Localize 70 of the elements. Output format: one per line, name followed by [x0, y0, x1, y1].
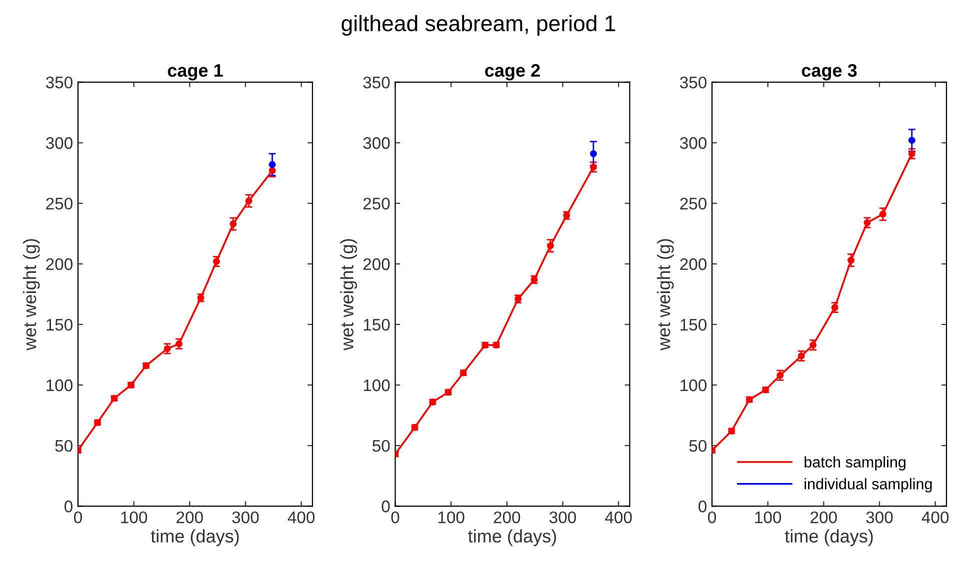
x-tick-label: 0 — [391, 511, 400, 524]
chart-title: cage 2 — [485, 64, 540, 80]
x-tick-label: 300 — [232, 511, 259, 524]
x-tick-label: 400 — [288, 511, 315, 524]
y-tick-label: 50 — [55, 440, 72, 452]
y-tick-label: 50 — [372, 440, 390, 452]
y-tick-label: 200 — [363, 258, 390, 270]
y-tick-label: 350 — [46, 76, 72, 88]
y-tick-label: 300 — [46, 137, 72, 149]
y-tick-label: 150 — [46, 318, 72, 331]
x-tick-label: 200 — [810, 511, 837, 524]
point — [908, 136, 916, 144]
y-tick-label: 300 — [363, 137, 390, 149]
y-tick-label: 50 — [689, 440, 706, 452]
x-tick-label: 300 — [549, 511, 576, 524]
x-axis-title: time (days) — [150, 529, 239, 546]
point — [268, 167, 276, 174]
point — [212, 258, 220, 265]
x-tick-label: 100 — [438, 511, 464, 524]
y-axis-title: wet weight (g) — [656, 239, 674, 350]
y-tick-label: 250 — [46, 198, 72, 210]
x-tick-label: 0 — [708, 511, 716, 524]
x-tick-label: 0 — [74, 511, 82, 524]
text: gilthead seabream, period 1 — [342, 14, 616, 36]
point — [268, 161, 276, 168]
point — [590, 164, 597, 170]
point — [848, 256, 854, 264]
point — [831, 304, 838, 311]
x-axis-title: time (days) — [784, 529, 873, 546]
legend-label: batch sampling — [804, 456, 906, 471]
chart-title: cage 3 — [802, 64, 857, 80]
point — [176, 340, 183, 348]
point — [810, 342, 817, 349]
point — [590, 150, 597, 158]
y-tick-label: 350 — [363, 76, 390, 88]
point — [798, 352, 805, 360]
legend-label: individual sampling — [804, 478, 932, 492]
y-tick-label: 0 — [698, 500, 706, 512]
y-tick-label: 100 — [364, 379, 390, 392]
y-tick-label: 0 — [64, 500, 72, 512]
y-tick-label: 250 — [363, 198, 390, 210]
x-tick-label: 400 — [922, 511, 949, 524]
y-axis-title: wet weight (g) — [340, 239, 358, 350]
y-tick-label: 150 — [364, 318, 390, 331]
x-tick-label: 200 — [494, 511, 520, 524]
point — [908, 150, 916, 158]
chart-title: cage 1 — [168, 64, 223, 80]
point — [245, 197, 252, 204]
y-tick-label: 250 — [680, 198, 706, 210]
y-tick-label: 100 — [680, 379, 706, 392]
x-tick-label: 400 — [605, 511, 632, 524]
point — [864, 219, 871, 226]
y-tick-label: 200 — [46, 258, 72, 270]
point — [230, 220, 237, 228]
x-tick-label: 100 — [755, 511, 782, 524]
point — [879, 210, 886, 218]
point — [776, 372, 784, 379]
point — [164, 345, 171, 352]
y-tick-label: 100 — [46, 379, 72, 392]
y-tick-label: 0 — [382, 500, 390, 512]
y-tick-label: 350 — [680, 76, 706, 88]
x-tick-label: 200 — [176, 511, 203, 524]
y-tick-label: 200 — [680, 258, 706, 270]
point — [546, 242, 554, 250]
y-tick-label: 300 — [680, 137, 706, 149]
x-tick-label: 300 — [866, 511, 893, 524]
x-tick-label: 100 — [121, 511, 148, 524]
y-tick-label: 150 — [680, 318, 706, 331]
y-axis-title: wet weight (g) — [22, 239, 40, 350]
x-axis-title: time (days) — [468, 529, 556, 546]
